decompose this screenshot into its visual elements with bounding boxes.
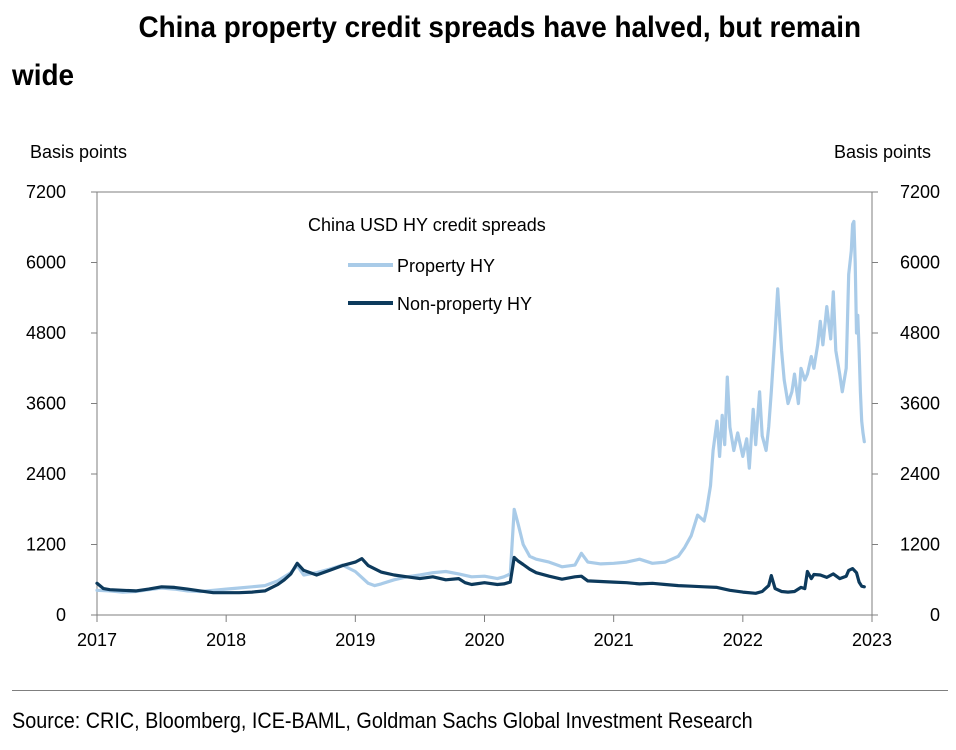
right-axis-unit-label: Basis points — [833, 142, 931, 162]
y-tick-label-left: 7200 — [26, 182, 66, 202]
x-tick-label: 2019 — [335, 630, 375, 650]
chart-title: China property credit spreads have halve… — [12, 11, 862, 92]
y-tick-label-right: 3600 — [900, 394, 940, 414]
y-tick-label-right: 1200 — [900, 535, 940, 555]
y-tick-label-left: 6000 — [26, 253, 66, 273]
x-tick-label: 2022 — [723, 630, 763, 650]
x-tick-label: 2021 — [594, 630, 634, 650]
y-tick-label-right: 7200 — [900, 182, 940, 202]
footer-divider — [12, 690, 948, 691]
series-line-property-hy — [95, 219, 866, 594]
y-tick-label-left: 4800 — [26, 323, 66, 343]
x-tick-label: 2018 — [206, 630, 246, 650]
legend-label-1: Property HY — [397, 256, 495, 276]
y-tick-label-left: 0 — [56, 605, 66, 625]
credit-spread-chart: 0 0 1200 1200 2400 2400 3600 3600 4800 4800 6000 60… — [26, 182, 940, 650]
legend-title: China USD HY credit spreads — [308, 215, 546, 235]
y-tick-label-right: 6000 — [900, 253, 940, 273]
y-tick-label-left: 2400 — [26, 464, 66, 484]
y-tick-label-left: 3600 — [26, 394, 66, 414]
left-axis-unit-label: Basis points — [30, 142, 128, 162]
legend-label-2: Non-property HY — [397, 294, 532, 314]
x-tick-label: 2017 — [77, 630, 117, 650]
source-note: Source: CRIC, Bloomberg, ICE-BAML, Goldm… — [12, 708, 753, 733]
x-tick-label: 2020 — [464, 630, 504, 650]
y-tick-label-right: 2400 — [900, 464, 940, 484]
y-tick-label-left: 1200 — [26, 535, 66, 555]
x-tick-label: 2023 — [852, 630, 892, 650]
y-tick-label-right: 4800 — [900, 323, 940, 343]
series-line-non-property-hy — [95, 555, 866, 595]
y-tick-label-right: 0 — [930, 605, 940, 625]
